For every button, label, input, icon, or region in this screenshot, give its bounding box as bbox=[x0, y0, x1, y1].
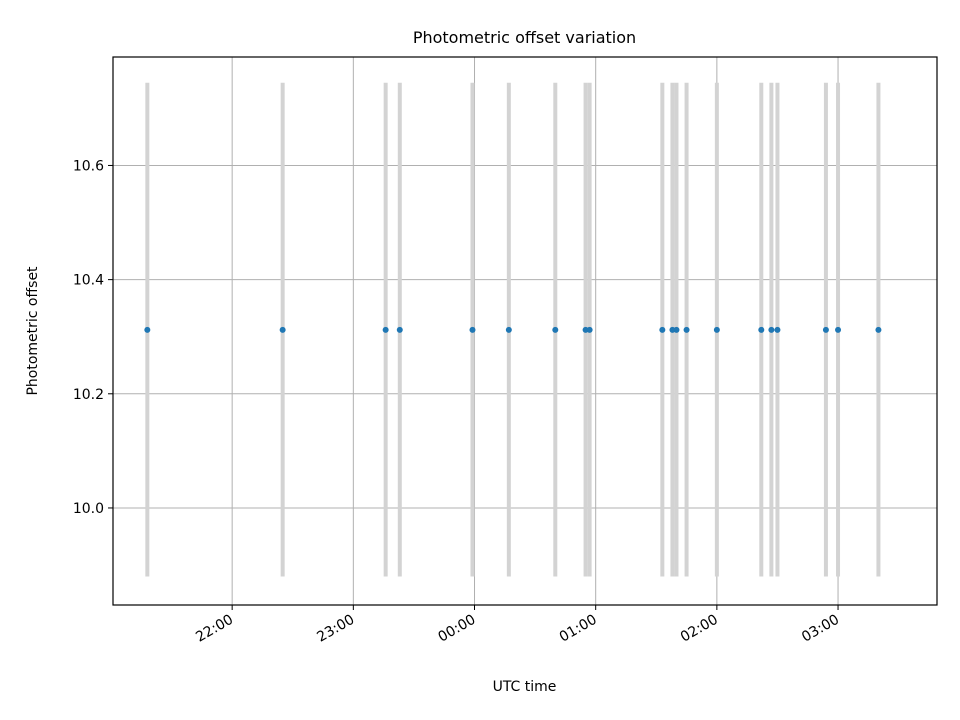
y-tick-label: 10.6 bbox=[73, 158, 104, 174]
y-tick-label: 10.2 bbox=[73, 387, 104, 403]
y-axis-ticks: 10.0 10.2 10.4 10.6 bbox=[73, 158, 113, 517]
y-axis-label: Photometric offset bbox=[25, 266, 41, 396]
data-point bbox=[875, 326, 882, 333]
data-point bbox=[279, 326, 286, 333]
x-axis-ticks: 22:00 23:00 00:00 01:00 02:00 03:00 bbox=[193, 605, 842, 646]
data-point bbox=[505, 326, 512, 333]
x-tick-label: 22:00 bbox=[193, 612, 236, 646]
data-point bbox=[835, 326, 842, 333]
grid bbox=[113, 57, 937, 605]
x-tick-label: 23:00 bbox=[314, 612, 357, 646]
x-tick-label: 01:00 bbox=[557, 612, 600, 646]
data-point bbox=[144, 326, 151, 333]
y-tick-label: 10.4 bbox=[73, 273, 104, 289]
data-point bbox=[552, 326, 559, 333]
data-point bbox=[683, 326, 690, 333]
y-tick-label: 10.0 bbox=[73, 501, 104, 517]
data-point bbox=[396, 326, 403, 333]
data-point bbox=[586, 326, 593, 333]
data-point bbox=[768, 326, 775, 333]
plot-frame bbox=[112, 56, 938, 606]
data-point bbox=[673, 326, 680, 333]
data-point bbox=[659, 326, 666, 333]
data-point bbox=[713, 326, 720, 333]
x-tick-label: 00:00 bbox=[436, 612, 479, 646]
x-tick-label: 03:00 bbox=[799, 612, 842, 646]
chart-title: Photometric offset variation bbox=[413, 28, 636, 47]
x-axis-label: UTC time bbox=[493, 679, 557, 695]
data-point bbox=[774, 326, 781, 333]
data-point bbox=[822, 326, 829, 333]
data-point bbox=[469, 326, 476, 333]
x-tick-label: 02:00 bbox=[678, 612, 721, 646]
data-points bbox=[144, 326, 882, 333]
data-point bbox=[382, 326, 389, 333]
data-point bbox=[758, 326, 765, 333]
